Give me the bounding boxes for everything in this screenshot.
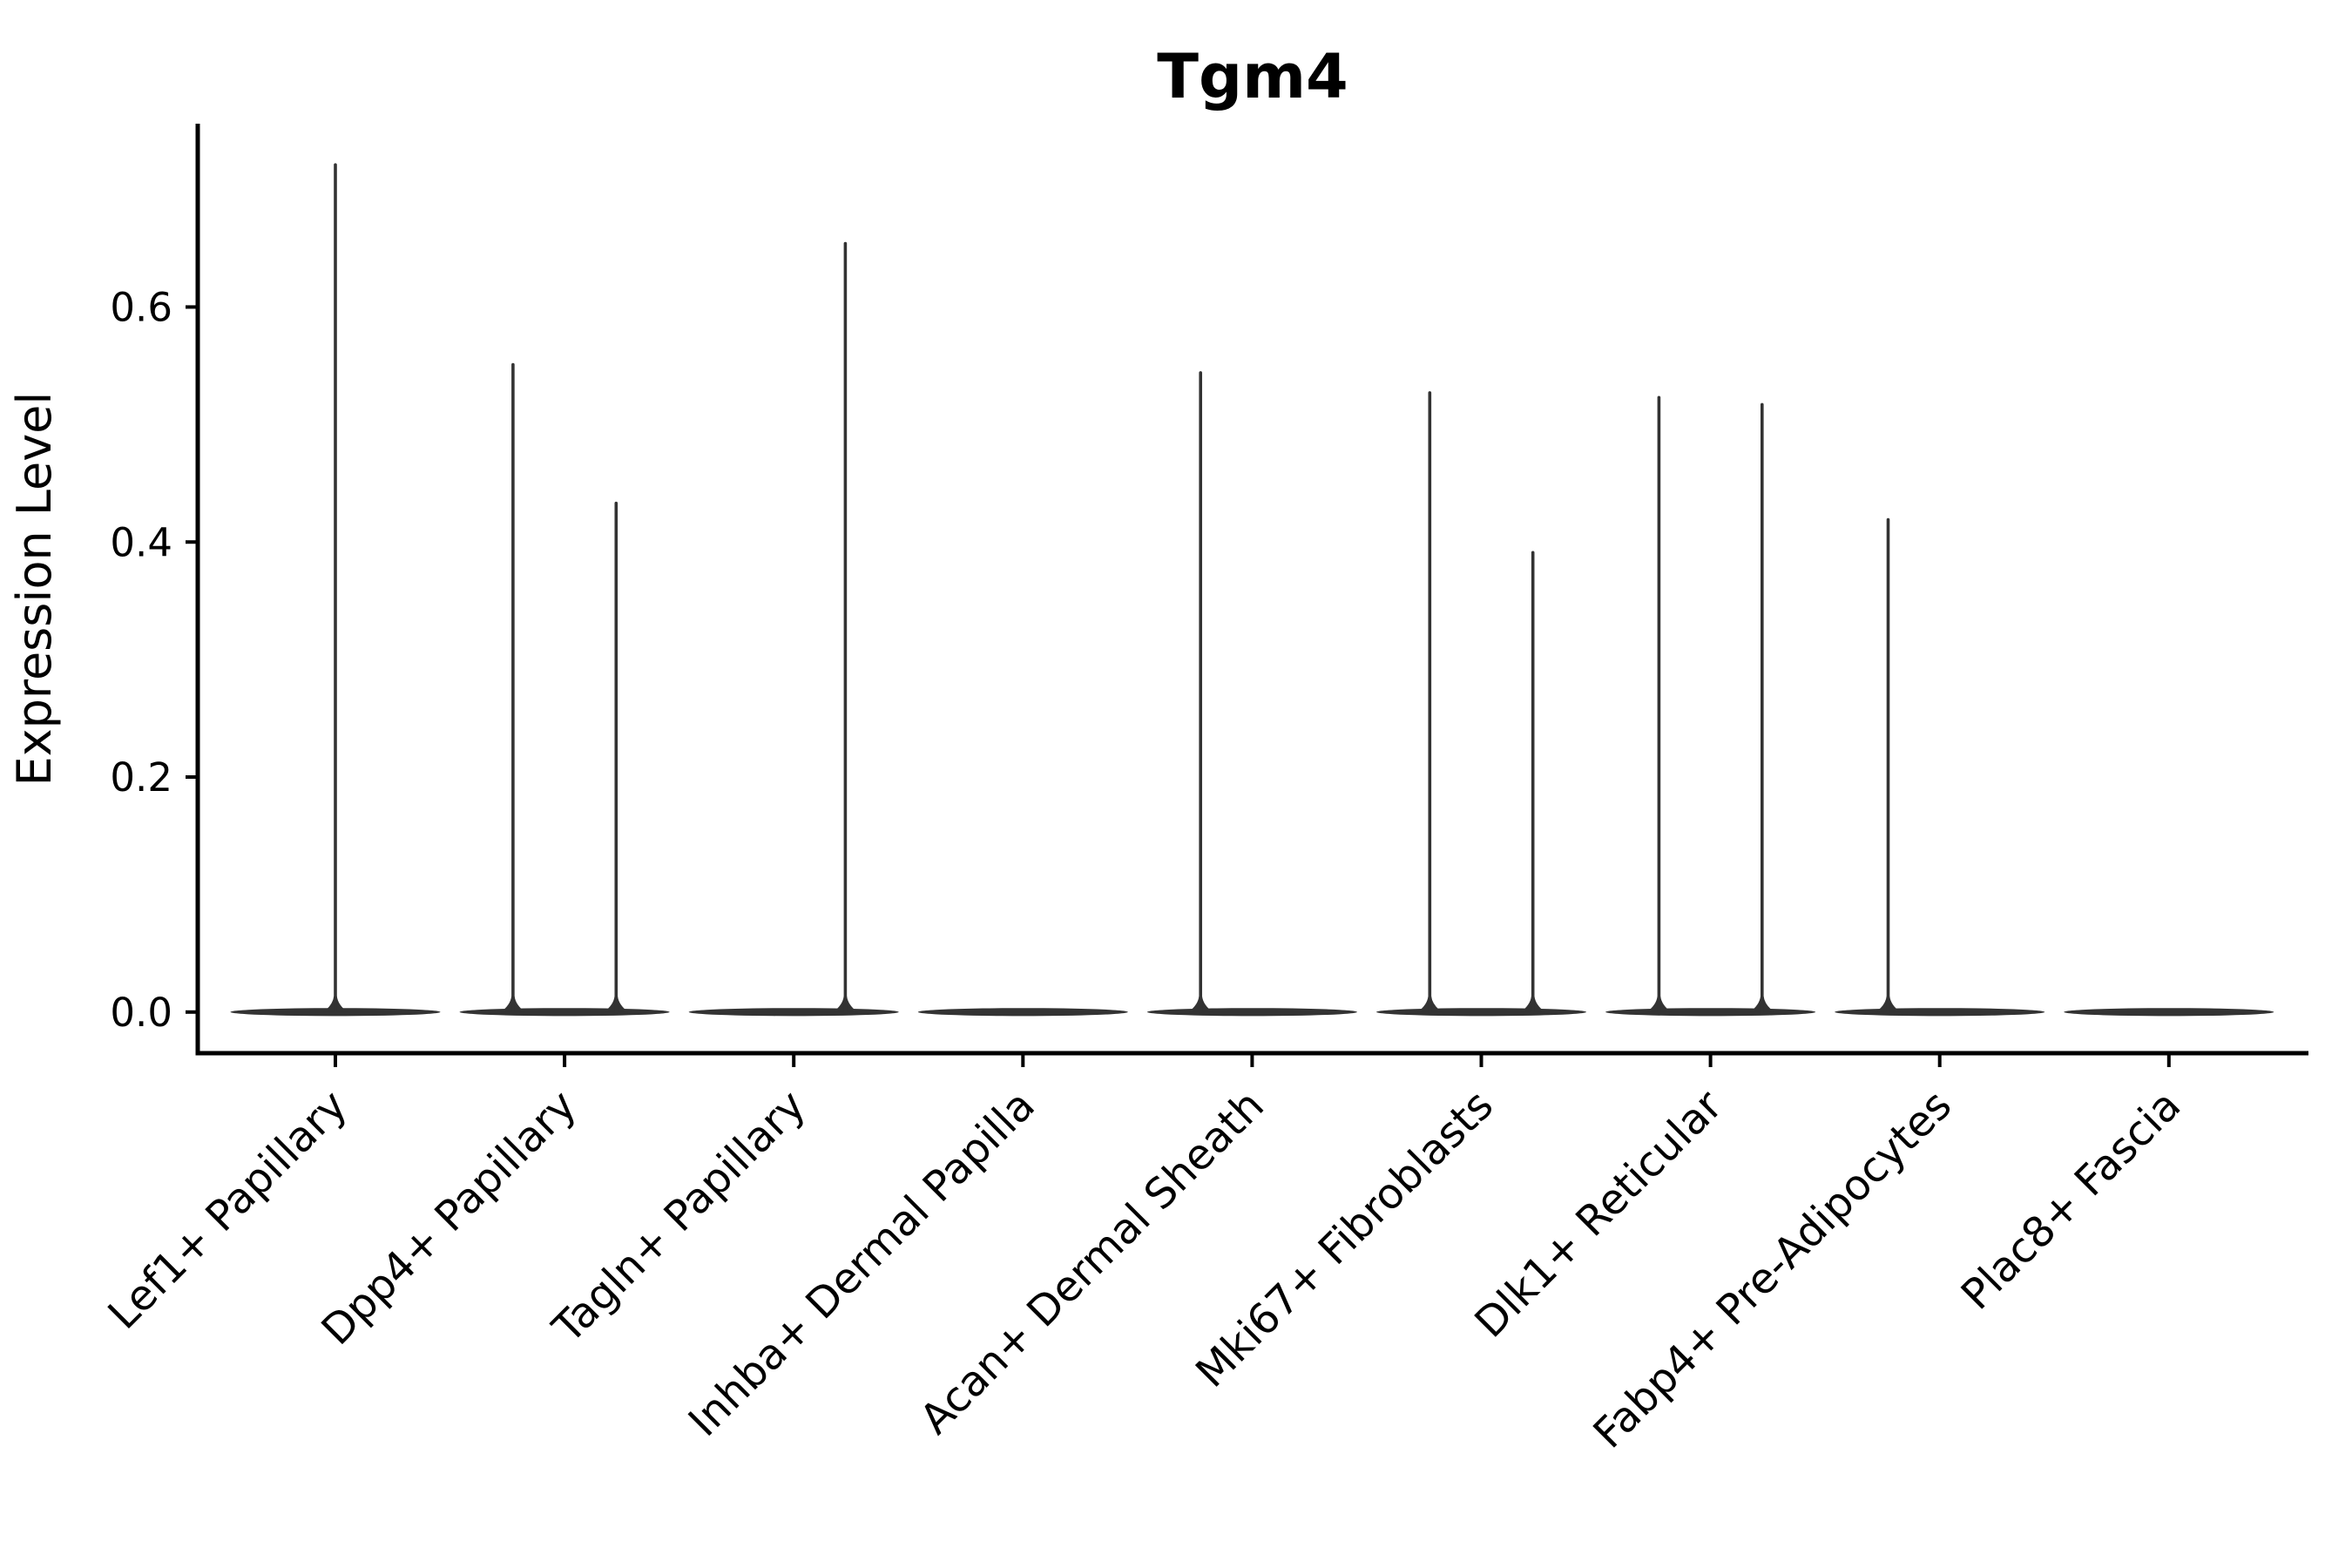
y-tick-label: 0.0 [110,990,172,1036]
violin [688,241,899,1017]
violin [1605,395,1816,1017]
violin [1835,517,2045,1017]
y-tick-label: 0.6 [110,285,172,331]
violin [1376,391,1586,1017]
violins-layer [230,163,2274,1017]
violin [459,362,670,1017]
y-tick-label: 0.2 [110,754,172,801]
chart-title: Tgm4 [1157,41,1348,112]
x-tick-label: Plac8+ Fascia [1952,1081,2191,1320]
violin-base [459,1008,670,1017]
violin-base [1835,1008,2045,1017]
violin-base [1146,1008,1357,1017]
violin [917,1008,1128,1017]
violin-base [2064,1008,2274,1017]
violin-base [1605,1008,1816,1017]
x-tick-label: Lef1+ Papillary [99,1081,357,1339]
x-tick-label: Dpp4+ Papillary [313,1081,586,1355]
x-tick-label: Dlk1+ Reticular [1465,1081,1732,1348]
y-axis-label: Expression Level [7,392,62,787]
violin-base [917,1008,1128,1017]
violin-base [688,1008,899,1017]
violin [2064,1008,2274,1017]
violin [230,163,441,1017]
x-tick-label: Tagln+ Papillary [543,1081,814,1353]
y-tick-label: 0.4 [110,519,172,565]
violin [1146,371,1357,1017]
violin-base [1376,1008,1586,1017]
